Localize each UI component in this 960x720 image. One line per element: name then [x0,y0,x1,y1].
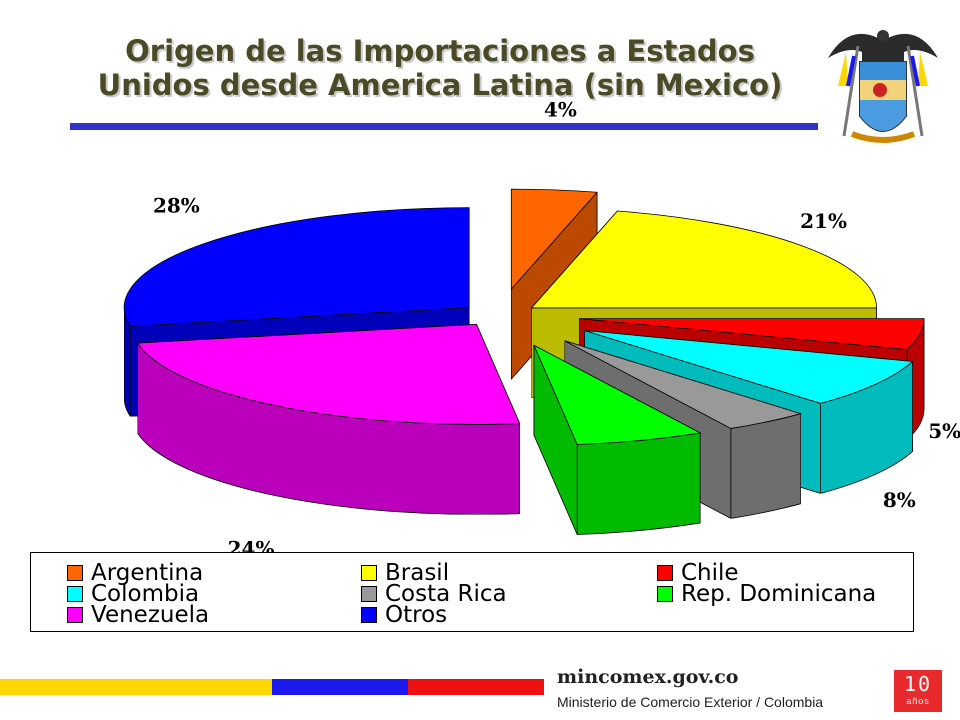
badge-text: años [906,696,930,706]
slice-top [123,207,470,327]
legend-swatch [361,565,377,581]
footer-stripe-blue [272,679,408,695]
legend-label: Chile [681,560,739,586]
footer-stripe-red [408,679,544,695]
legend-item-colombia: Colombia [67,581,200,607]
page-title: Origen de las Importaciones a Estados Un… [60,34,820,102]
slice-top [564,340,803,429]
legend-item-chile: Chile [657,560,739,586]
legend-swatch [67,607,83,623]
legend-swatch [67,565,83,581]
legend-item-costa-rica: Costa Rica [361,581,507,607]
legend-label: Venezuela [91,602,210,628]
data-label-otros: 28% [153,194,200,218]
chart-legend: Argentina Brasil Chile Colombia Costa Rica Re… [30,552,914,632]
slice-outer-wall [730,413,802,519]
slice-outer-wall [576,432,701,535]
slice-top [530,210,878,309]
legend-label: Brasil [385,560,450,586]
pie-slices [123,188,925,535]
pie-chart: 4%28%21%5%24%8%4%6% [123,98,960,560]
legend-swatch [361,607,377,623]
slice-top [533,344,702,445]
slice-top [578,318,925,350]
title-underline [70,123,818,130]
title-line-1: Origen de las Importaciones a Estados [125,34,755,68]
slice-top [136,323,521,425]
legend-label: Rep. Dominicana [681,581,877,607]
legend-swatch [657,565,673,581]
legend-item-venezuela: Venezuela [67,602,210,628]
legend-label: Colombia [91,581,200,607]
coat-of-arms-icon [828,30,938,143]
data-label-argentina: 4% [544,98,577,122]
legend-label: Argentina [91,560,204,586]
slice-rep-dominicana [533,344,702,535]
data-label-chile: 5% [928,419,960,443]
legend-item-rep-dominicana: Rep. Dominicana [657,581,877,607]
legend-label: Otros [385,602,448,628]
data-label-brasil: 21% [800,209,847,233]
footer-site: mincomex.gov.co [557,666,739,688]
legend-item-argentina: Argentina [67,560,204,586]
footer-stripe-yellow [0,679,272,695]
legend-item-brasil: Brasil [361,560,450,586]
legend-swatch [361,586,377,602]
footer-ministry: Ministerio de Comercio Exterior / Colomb… [557,694,824,710]
data-label-colombia: 8% [883,488,916,512]
slice-top [584,330,914,404]
slice-venezuela [136,323,521,515]
badge-number: 10 [903,672,933,696]
legend-item-otros: Otros [361,602,448,628]
title-line-2: Unidos desde America Latina (sin Mexico) [97,68,783,102]
slice-top [510,188,598,291]
legend-swatch [67,586,83,602]
anniversary-badge: 10 años [894,670,942,712]
legend-label: Costa Rica [385,581,507,607]
legend-swatch [657,586,673,602]
